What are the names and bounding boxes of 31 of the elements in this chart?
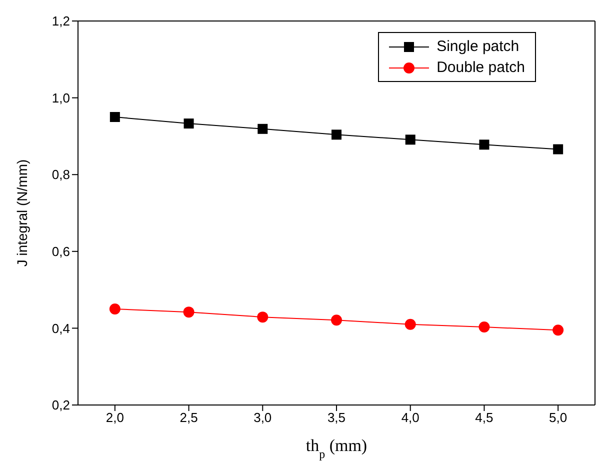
y-tick-label: 0,4 bbox=[52, 320, 70, 336]
y-tick-label: 1,0 bbox=[52, 90, 70, 106]
point bbox=[110, 112, 120, 122]
point bbox=[331, 314, 342, 326]
y-tick-label: 0,6 bbox=[52, 244, 70, 260]
x-tick-label: 2,5 bbox=[180, 410, 198, 426]
point bbox=[258, 124, 268, 134]
point bbox=[479, 140, 490, 150]
point bbox=[332, 130, 342, 140]
x-axis-title: th$_{p}$ (mm) bbox=[306, 436, 368, 461]
point bbox=[552, 324, 564, 336]
point bbox=[109, 304, 120, 314]
x-tick-label: 4,5 bbox=[475, 410, 494, 426]
x-tick-label: 5,0 bbox=[549, 410, 568, 426]
point bbox=[183, 306, 194, 318]
legend-label: Single patch bbox=[436, 38, 520, 55]
point bbox=[405, 134, 416, 145]
y-tick-label: 1,2 bbox=[52, 14, 70, 29]
y-tick-label: 0,8 bbox=[52, 167, 70, 182]
x-tick-label: 4,0 bbox=[401, 410, 420, 426]
x-tick-label: 3,0 bbox=[254, 410, 272, 426]
point bbox=[184, 118, 194, 129]
point bbox=[257, 312, 268, 323]
point bbox=[553, 144, 564, 154]
x-tick-label: 3,5 bbox=[327, 410, 346, 426]
point bbox=[404, 318, 416, 330]
point bbox=[478, 322, 490, 333]
y-tick-label: 0,2 bbox=[52, 398, 70, 413]
y-axis-title: J integral (N/mm) bbox=[14, 159, 30, 267]
x-tick-label: 2,0 bbox=[106, 410, 124, 426]
legend-label: Double patch bbox=[436, 59, 525, 76]
